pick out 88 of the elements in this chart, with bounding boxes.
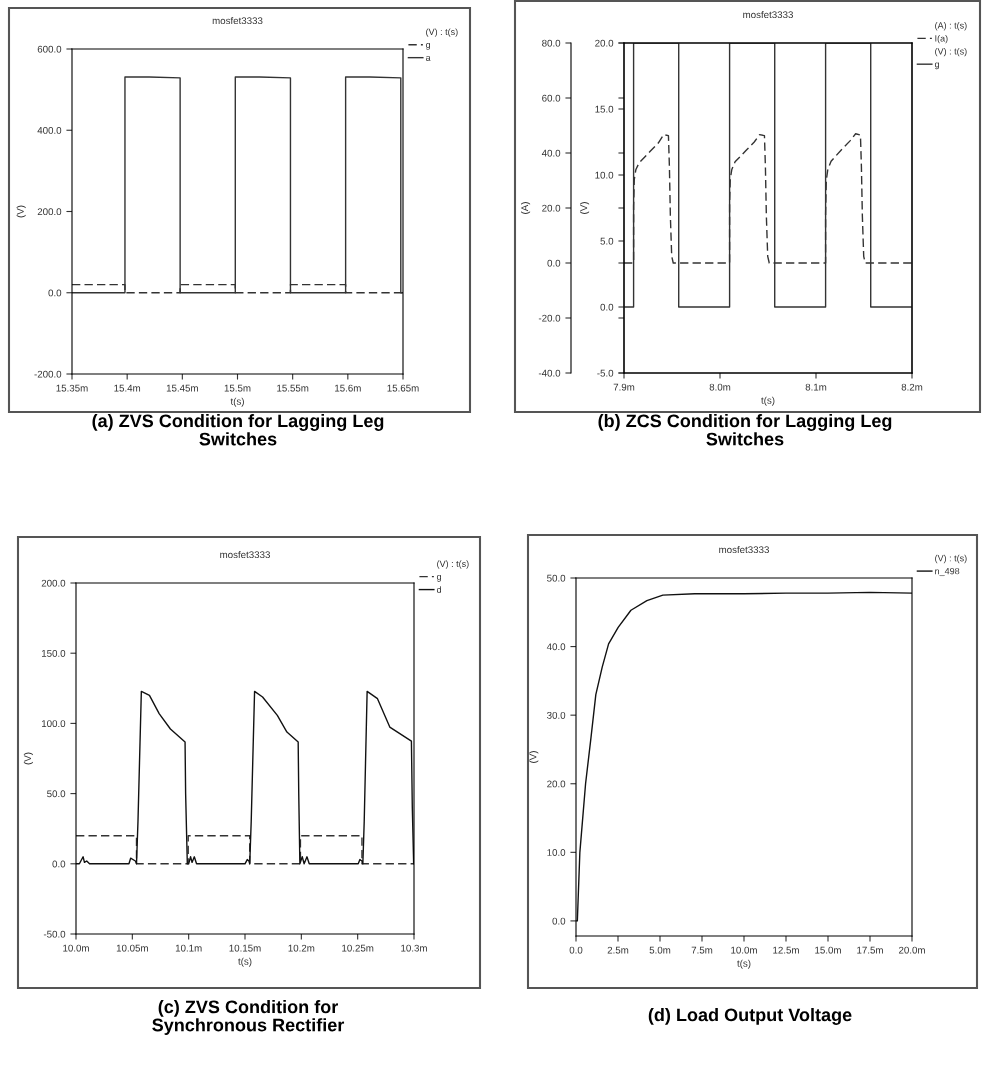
x-tick-label: 8.0m: [709, 383, 731, 391]
y-tick-label: 60.0: [542, 94, 561, 102]
y-axis-title: (V): [529, 751, 539, 763]
chart-title: mosfet3333: [719, 545, 769, 554]
y2-tick-label: 0.0: [600, 303, 614, 311]
x-tick-label: 15.55m: [277, 384, 309, 392]
x-tick-label: 10.2m: [288, 944, 315, 952]
y-tick-label: 100.0: [42, 720, 66, 728]
y-tick-label: 10.0: [547, 849, 566, 856]
x-tick-label: 10.0m: [63, 944, 89, 952]
y-tick-label: 150.0: [42, 649, 66, 657]
y-axis-title: (V): [16, 205, 26, 218]
legend-label: d: [436, 586, 442, 593]
text: (V) : t(s): [935, 47, 967, 57]
y2-tick-label: -5.0: [597, 369, 614, 377]
chart-title: mosfet3333: [743, 10, 793, 19]
x-tick-label: 15.0m: [815, 946, 841, 954]
x-tick-label: 10.25m: [342, 944, 374, 952]
legend-label: g: [934, 62, 940, 70]
y-axis-title: (A): [521, 202, 531, 214]
legend-label: n_498: [935, 567, 960, 577]
y-tick-label: 200.0: [41, 579, 66, 587]
y2-axis-title: (V): [580, 202, 590, 214]
y-tick-label: -200.0: [34, 370, 62, 378]
y-tick-label: 20.0: [547, 780, 566, 788]
text: (c) ZVS Condition for Synchronous Rectifier: [152, 1000, 345, 1035]
legend-label: a: [425, 55, 431, 61]
x-axis-title: t(s): [230, 397, 244, 407]
y2-tick-label: 10.0: [595, 171, 614, 179]
y-tick-label: 20.0: [542, 204, 561, 212]
line-series: [76, 690, 414, 865]
x-tick-label: 8.1m: [805, 383, 827, 391]
x-axis-title: t(s): [238, 957, 252, 967]
x-tick-label: 10.1m: [175, 944, 202, 952]
x-tick-label: 15.5m: [224, 384, 251, 392]
x-axis-title: t(s): [737, 959, 751, 969]
chart-title: mosfet3333: [212, 16, 263, 25]
legend-title: (A) : t(s): [935, 22, 967, 31]
y-tick-label: 80.0: [542, 39, 561, 47]
y-tick-label: 40.0: [546, 643, 566, 651]
x-tick-label: 7.9m: [613, 383, 635, 391]
x-tick-label: 10.3m: [401, 944, 427, 952]
legend-title: (V) : t(s): [426, 28, 458, 37]
y2-tick-label: 15.0: [595, 105, 614, 113]
x-tick-label: 8.2m: [901, 383, 923, 391]
legend-label: g: [436, 574, 442, 582]
x-tick-label: 15.65m: [387, 384, 419, 392]
y-tick-label: 30.0: [547, 711, 566, 719]
y-tick-label: 0.0: [547, 259, 561, 267]
y-tick-label: -20.0: [538, 314, 561, 322]
y-tick-label: 50.0: [47, 790, 66, 798]
y2-tick-label: 20.0: [595, 39, 614, 47]
y-tick-label: -40.0: [538, 369, 561, 377]
x-tick-label: 17.5m: [857, 946, 883, 954]
y-tick-label: 40.0: [541, 149, 561, 157]
y-axis-title: (V): [23, 752, 33, 765]
text: (d) Load Output Voltage: [648, 1008, 852, 1025]
x-tick-label: 2.5m: [607, 946, 629, 954]
x-tick-label: 15.4m: [114, 384, 141, 392]
x-tick-label: 15.45m: [166, 384, 198, 392]
y-tick-label: 200.0: [37, 208, 62, 216]
y-tick-label: 50.0: [547, 574, 566, 582]
x-tick-label: 15.6m: [335, 384, 361, 392]
legend-label: g: [425, 43, 431, 50]
text: (a) ZVS Condition for Lagging Leg Switches: [92, 414, 384, 446]
legend-label: I(a): [935, 34, 948, 44]
y2-tick-label: 5.0: [600, 237, 614, 245]
x-tick-label: 20.0m: [898, 946, 925, 954]
y-tick-label: -50.0: [43, 930, 66, 938]
legend-title: (V) : t(s): [437, 560, 469, 569]
y-tick-label: 600.0: [37, 45, 62, 53]
y-tick-label: 0.0: [552, 917, 566, 925]
chart-title: mosfet3333: [220, 550, 270, 559]
y-tick-label: 0.0: [52, 860, 66, 868]
y-tick-label: 400.0: [37, 126, 62, 134]
x-tick-label: 12.5m: [773, 946, 799, 954]
y-tick-label: 0.0: [48, 289, 62, 297]
x-tick-label: 7.5m: [691, 946, 713, 954]
x-tick-label: 15.35m: [56, 384, 88, 392]
line-series: [576, 591, 912, 922]
x-tick-label: 5.0m: [649, 946, 671, 954]
legend-title: (V) : t(s): [935, 554, 967, 564]
x-tick-label: 10.0m: [731, 946, 757, 954]
x-tick-label: 10.15m: [229, 944, 261, 952]
text: (b) ZCS Condition for Lagging Leg Switches: [598, 414, 892, 446]
x-axis-title: t(s): [761, 396, 775, 406]
x-tick-label: 10.05m: [116, 944, 148, 952]
x-tick-label: 0.0: [569, 946, 583, 954]
